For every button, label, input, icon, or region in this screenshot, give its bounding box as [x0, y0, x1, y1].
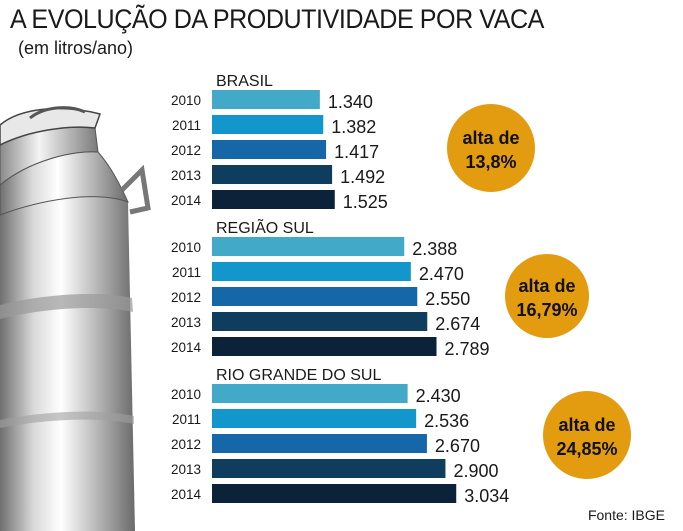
- group-title: RIO GRANDE DO SUL: [216, 367, 381, 384]
- group-title: BRASIL: [216, 73, 273, 90]
- value-label: 2.670: [435, 436, 480, 456]
- bar: [212, 262, 411, 281]
- bar: [212, 237, 405, 256]
- bar: [212, 140, 327, 159]
- group-title: REGIÃO SUL: [216, 217, 314, 237]
- year-label: 2011: [172, 118, 201, 133]
- year-label: 2013: [171, 462, 201, 477]
- value-label: 2.388: [412, 239, 457, 259]
- year-label: 2014: [171, 193, 202, 208]
- growth-badge-label: alta de: [462, 128, 519, 148]
- year-label: 2012: [171, 290, 201, 305]
- value-label: 2.550: [425, 289, 470, 309]
- bar: [212, 312, 428, 331]
- growth-badge: [543, 391, 631, 479]
- value-label: 2.470: [419, 264, 464, 284]
- year-label: 2014: [171, 487, 202, 502]
- bar: [212, 165, 333, 184]
- milk-can-illustration: [0, 106, 151, 531]
- year-label: 2011: [172, 265, 201, 280]
- growth-badge-value: 13,8%: [465, 152, 516, 172]
- growth-badge-label: alta de: [518, 276, 575, 296]
- year-label: 2012: [171, 437, 201, 452]
- year-label: 2011: [172, 412, 201, 427]
- growth-badge-label: alta de: [558, 415, 615, 435]
- year-label: 2012: [171, 143, 201, 158]
- bar: [212, 434, 427, 453]
- year-label: 2010: [171, 240, 201, 255]
- value-label: 2.789: [445, 339, 490, 359]
- year-label: 2013: [171, 315, 201, 330]
- value-label: 2.536: [424, 411, 469, 431]
- value-label: 2.674: [435, 314, 480, 334]
- chart-title: A EVOLUÇÃO DA PRODUTIVIDADE POR VACA: [10, 4, 544, 34]
- growth-badge-value: 24,85%: [556, 439, 617, 459]
- bar: [212, 90, 320, 109]
- bar: [212, 384, 408, 403]
- bar: [212, 287, 418, 306]
- bar: [212, 459, 446, 478]
- bar: [212, 409, 417, 428]
- value-label: 3.034: [464, 486, 509, 506]
- source-note: Fonte: IBGE: [587, 507, 665, 523]
- year-label: 2013: [171, 168, 201, 183]
- growth-badge: [447, 104, 535, 192]
- bar: [212, 484, 457, 503]
- value-label: 1.382: [331, 117, 376, 137]
- value-label: 1.525: [343, 192, 388, 212]
- value-label: 1.340: [328, 92, 373, 112]
- year-label: 2010: [171, 387, 201, 402]
- bar: [212, 337, 437, 356]
- chart-subtitle: (em litros/ano): [18, 38, 134, 58]
- growth-badge: [505, 254, 589, 338]
- value-label: 2.900: [453, 461, 498, 481]
- value-label: 1.417: [334, 142, 379, 162]
- year-label: 2010: [171, 93, 201, 108]
- bar: [212, 115, 324, 134]
- bar: [212, 190, 335, 209]
- growth-badge-value: 16,79%: [516, 300, 577, 320]
- year-label: 2014: [171, 340, 202, 355]
- value-label: 2.430: [416, 386, 461, 406]
- value-label: 1.492: [340, 167, 385, 187]
